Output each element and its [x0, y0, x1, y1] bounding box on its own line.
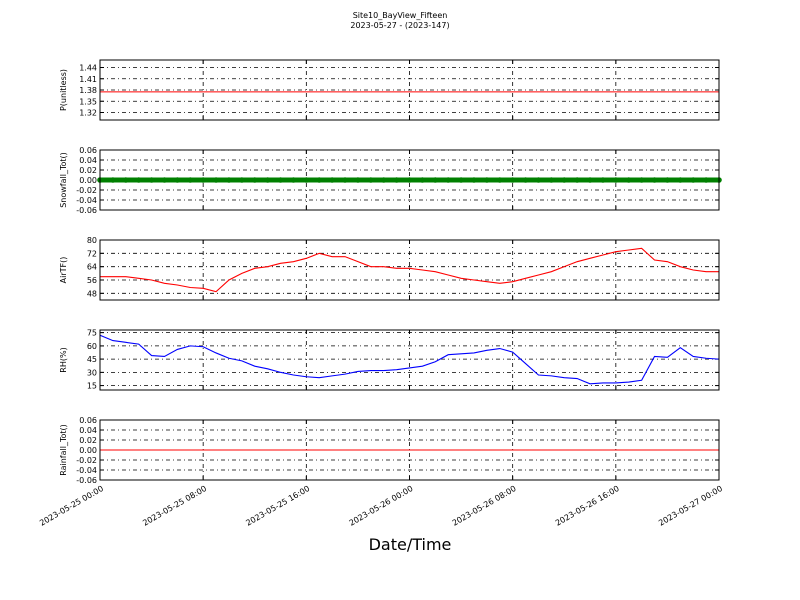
y-tick-label: 64	[87, 263, 97, 272]
y-tick-label: 1.41	[79, 75, 97, 84]
chart-title: Site10_BayView_Fifteen	[353, 11, 448, 20]
y-tick-label: -0.02	[76, 186, 97, 195]
y-axis-label: Rainfall_Tot()	[59, 424, 68, 476]
y-axis-label: AirTF()	[59, 257, 68, 284]
y-tick-label: 72	[87, 249, 97, 258]
y-tick-label: 60	[87, 342, 97, 351]
y-tick-label: 1.38	[79, 86, 97, 95]
y-tick-label: 30	[87, 368, 97, 377]
y-tick-label: 75	[87, 329, 97, 338]
y-tick-label: 0.00	[79, 176, 97, 185]
y-tick-label: 0.06	[79, 416, 97, 425]
plot-frame	[99, 59, 720, 121]
y-tick-label: 0.00	[79, 446, 97, 455]
y-tick-label: 0.02	[79, 436, 97, 445]
y-axis-label: RH(%)	[59, 347, 68, 372]
y-tick-label: 1.32	[79, 109, 97, 118]
y-tick-label: 0.02	[79, 166, 97, 175]
y-axis-label: Snowfall_Tot()	[59, 152, 68, 208]
y-tick-label: 15	[87, 382, 97, 391]
y-tick-label: -0.04	[76, 196, 97, 205]
y-tick-label: 1.35	[79, 97, 97, 106]
y-tick-label: -0.02	[76, 456, 97, 465]
series-line	[99, 334, 720, 385]
y-tick-label: 0.06	[79, 146, 97, 155]
plot-frame	[99, 239, 720, 301]
y-tick-label: 45	[87, 355, 97, 364]
y-tick-label: -0.06	[76, 476, 97, 485]
y-tick-label: 48	[87, 289, 97, 298]
y-tick-label: -0.04	[76, 466, 97, 475]
y-tick-label: 1.44	[79, 64, 97, 73]
plot-frame	[99, 329, 720, 391]
series-line	[100, 247, 719, 293]
x-axis-label: Date/Time	[369, 535, 452, 554]
plot-frame	[99, 419, 720, 481]
y-tick-label: 0.04	[79, 156, 97, 165]
y-tick-label: 80	[87, 236, 97, 245]
y-tick-label: 56	[87, 276, 97, 285]
plot-frame	[99, 149, 720, 211]
y-tick-label: -0.06	[76, 206, 97, 215]
chart-subtitle: 2023-05-27 - (2023-147)	[350, 21, 449, 30]
y-tick-label: 0.04	[79, 426, 97, 435]
y-axis-label: P(unitless)	[59, 69, 68, 111]
